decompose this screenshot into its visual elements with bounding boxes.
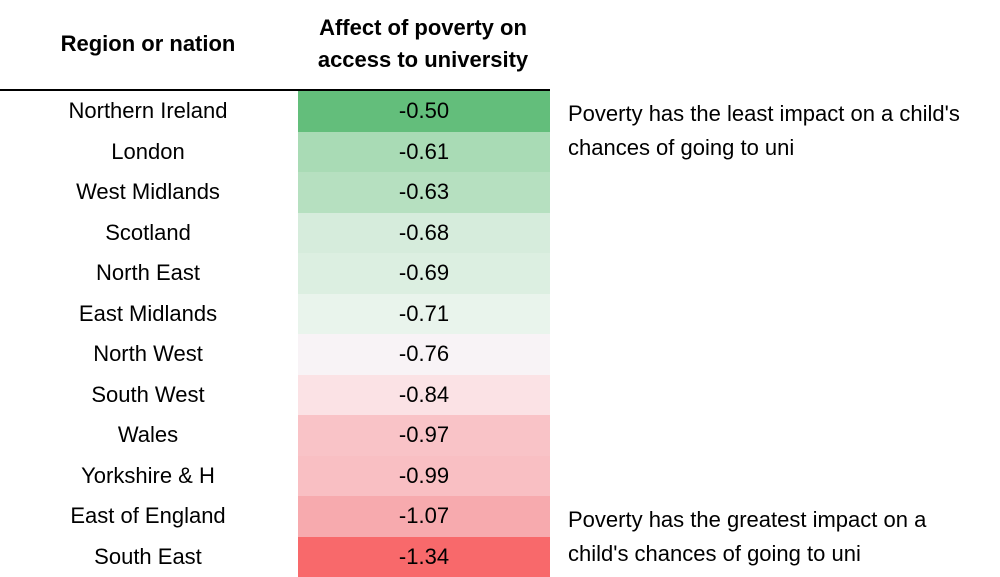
region-label: North East xyxy=(96,260,200,286)
value-cell: -0.61 xyxy=(298,131,550,172)
table-row: North East -0.69 xyxy=(0,253,550,294)
header-rule xyxy=(0,89,550,91)
table-row: South West -0.84 xyxy=(0,374,550,415)
value-cell: -0.99 xyxy=(298,455,550,496)
region-label: Northern Ireland xyxy=(68,98,228,124)
table-row: Wales -0.97 xyxy=(0,415,550,456)
value-cell: -0.97 xyxy=(298,415,550,456)
table-row: West Midlands -0.63 xyxy=(0,172,550,213)
region-label: London xyxy=(111,138,185,164)
annotation-greatest-impact: Poverty has the greatest impact on a chi… xyxy=(568,507,927,566)
region-label: East of England xyxy=(70,503,226,529)
table-row: Yorkshire & H -0.99 xyxy=(0,455,550,496)
region-label: South East xyxy=(94,543,202,569)
region-label: West Midlands xyxy=(76,179,220,205)
table-row: East of England -1.07 xyxy=(0,496,550,537)
value-cell: -0.50 xyxy=(298,91,550,132)
table-row: East Midlands -0.71 xyxy=(0,293,550,334)
value-cell: -0.84 xyxy=(298,374,550,415)
annotation-least-impact: Poverty has the least impact on a child'… xyxy=(568,101,960,160)
table-row: Scotland -0.68 xyxy=(0,212,550,253)
value-cell: -0.76 xyxy=(298,334,550,375)
value-column-header: Affect of poverty on access to universit… xyxy=(317,15,529,72)
region-label: Scotland xyxy=(105,219,191,245)
table-row: North West -0.76 xyxy=(0,334,550,375)
value-cell: -0.69 xyxy=(298,253,550,294)
value-cell: -0.63 xyxy=(298,172,550,213)
value-cell: -1.07 xyxy=(298,496,550,537)
value-cell: -1.34 xyxy=(298,536,550,577)
value-cell: -0.71 xyxy=(298,293,550,334)
region-label: South West xyxy=(91,381,205,407)
table-row: Northern Ireland -0.50 xyxy=(0,91,550,132)
region-column-header: Region or nation xyxy=(60,31,236,56)
region-label: East Midlands xyxy=(78,300,218,326)
region-label: North West xyxy=(93,341,203,367)
value-cell: -0.68 xyxy=(298,212,550,253)
region-label: Yorkshire & H xyxy=(81,462,215,488)
table-row: South East -1.34 xyxy=(0,536,550,577)
region-label: Wales xyxy=(117,422,179,448)
table-row: London -0.61 xyxy=(0,131,550,172)
